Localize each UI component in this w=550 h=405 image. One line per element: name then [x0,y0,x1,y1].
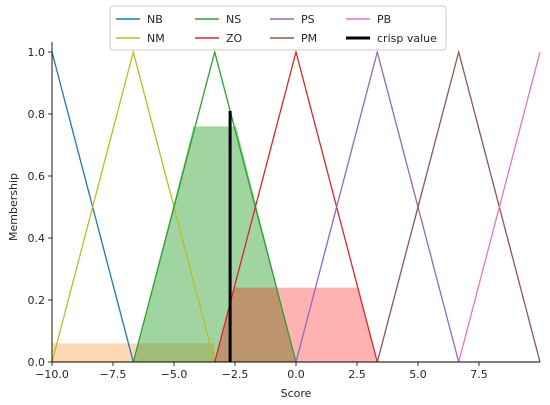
series-line-pb [458,51,541,363]
legend: NB NM NS ZO PS PM PB crisp value [109,5,447,51]
y-tick-label: 1.0 [28,46,46,59]
x-tick-label: 7.5 [470,368,488,381]
x-ticks: −10.0 −7.5 −5.0 −2.5 0.0 2.5 5.0 7.5 [35,362,488,381]
legend-label: PS [301,13,315,26]
filled-regions [52,126,378,363]
x-tick-label: 0.0 [287,368,305,381]
series-line-nm [51,49,216,363]
y-ticks: 0.0 0.2 0.4 0.6 0.8 1.0 [28,46,52,369]
filled-region-zo [214,287,378,362]
legend-label: NS [226,13,241,26]
legend-label: PB [377,13,391,26]
y-tick-label: 0.0 [28,356,46,369]
legend-label: ZO [226,32,243,45]
x-tick-label: −10.0 [35,368,69,381]
series-line-zo [214,49,378,363]
y-tick-label: 0.2 [28,294,46,307]
series-line-ns [132,49,297,363]
legend-label: crisp value [377,32,437,45]
legend-label: NM [147,32,165,45]
y-tick-label: 0.4 [28,232,46,245]
x-tick-label: −2.5 [222,368,249,381]
x-tick-label: 2.5 [348,368,366,381]
filled-region-nm [52,343,215,362]
x-axis-label: Score [281,387,312,400]
legend-label: NB [147,13,163,26]
membership-lines [51,49,541,363]
y-axis-label: Membership [7,173,20,241]
y-tick-label: 0.6 [28,170,46,183]
x-tick-label: −7.5 [100,368,127,381]
x-tick-label: −5.0 [161,368,188,381]
series-line-pm [376,49,541,363]
legend-label: PM [301,32,317,45]
x-tick-label: 5.0 [409,368,427,381]
filled-region-ns [133,126,296,363]
series-line-ps [295,49,460,363]
y-tick-label: 0.8 [28,108,46,121]
